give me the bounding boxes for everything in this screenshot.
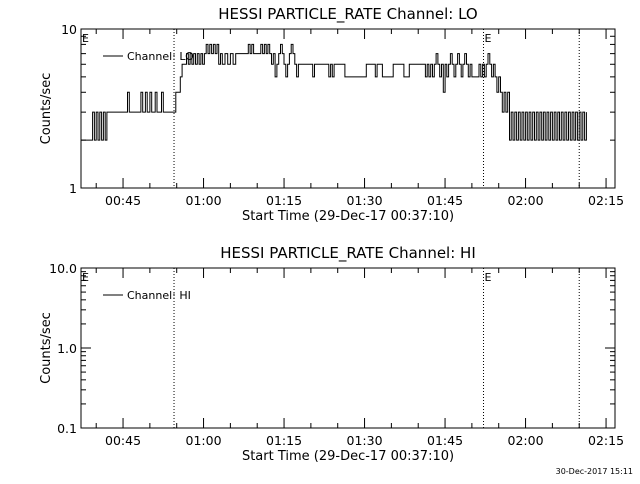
corner-label: E — [82, 271, 89, 284]
chart-panel-lo: HESSI PARTICLE_RATE Channel: LO 1 10 00:45 0… — [39, 5, 624, 224]
chart-panel-hi: HESSI PARTICLE_RATE Channel: HI 0.1 1.0 10.… — [39, 244, 624, 464]
series-line — [81, 43, 587, 141]
y-tick-label: 0.1 — [57, 421, 77, 436]
x-axis-label: Start Time (29-Dec-17 00:37:10) — [242, 449, 454, 464]
x-tick-label: 00:45 — [105, 193, 141, 208]
x-tick-label: 02:15 — [588, 433, 624, 448]
x-axis-label: Start Time (29-Dec-17 00:37:10) — [242, 209, 454, 224]
plot-frame — [80, 28, 616, 189]
marker-label: E — [485, 271, 492, 284]
chart-title: HESSI PARTICLE_RATE Channel: HI — [220, 244, 476, 263]
x-tick-label: 01:00 — [186, 193, 222, 208]
y-axis-label: Counts/sec — [39, 312, 54, 384]
x-tick-label: 02:00 — [508, 193, 544, 208]
corner-label: E — [82, 32, 89, 45]
chart-title: HESSI PARTICLE_RATE Channel: LO — [218, 5, 477, 24]
y-tick-label: 1.0 — [57, 341, 77, 356]
x-tick-label: 01:30 — [347, 193, 383, 208]
footer-timestamp: 30-Dec-2017 15:11 — [556, 467, 633, 476]
x-tick-label: 01:45 — [427, 193, 463, 208]
y-tick-label: 10.0 — [49, 261, 77, 276]
x-tick-label: 01:15 — [266, 433, 302, 448]
x-tick-label: 01:45 — [427, 433, 463, 448]
x-tick-label: 01:15 — [266, 193, 302, 208]
x-tick-label: 02:00 — [508, 433, 544, 448]
marker-label: E — [485, 32, 492, 45]
x-tick-label: 01:00 — [186, 433, 222, 448]
legend-label: Channel: HI — [127, 289, 191, 302]
x-tick-label: 02:15 — [588, 193, 624, 208]
legend-label: Channel: LO — [127, 50, 194, 63]
y-axis-label: Counts/sec — [39, 73, 54, 145]
y-tick-label: 10 — [61, 22, 77, 37]
x-tick-label: 00:45 — [105, 433, 141, 448]
x-tick-label: 01:30 — [347, 433, 383, 448]
y-tick-label: 1 — [69, 181, 77, 196]
